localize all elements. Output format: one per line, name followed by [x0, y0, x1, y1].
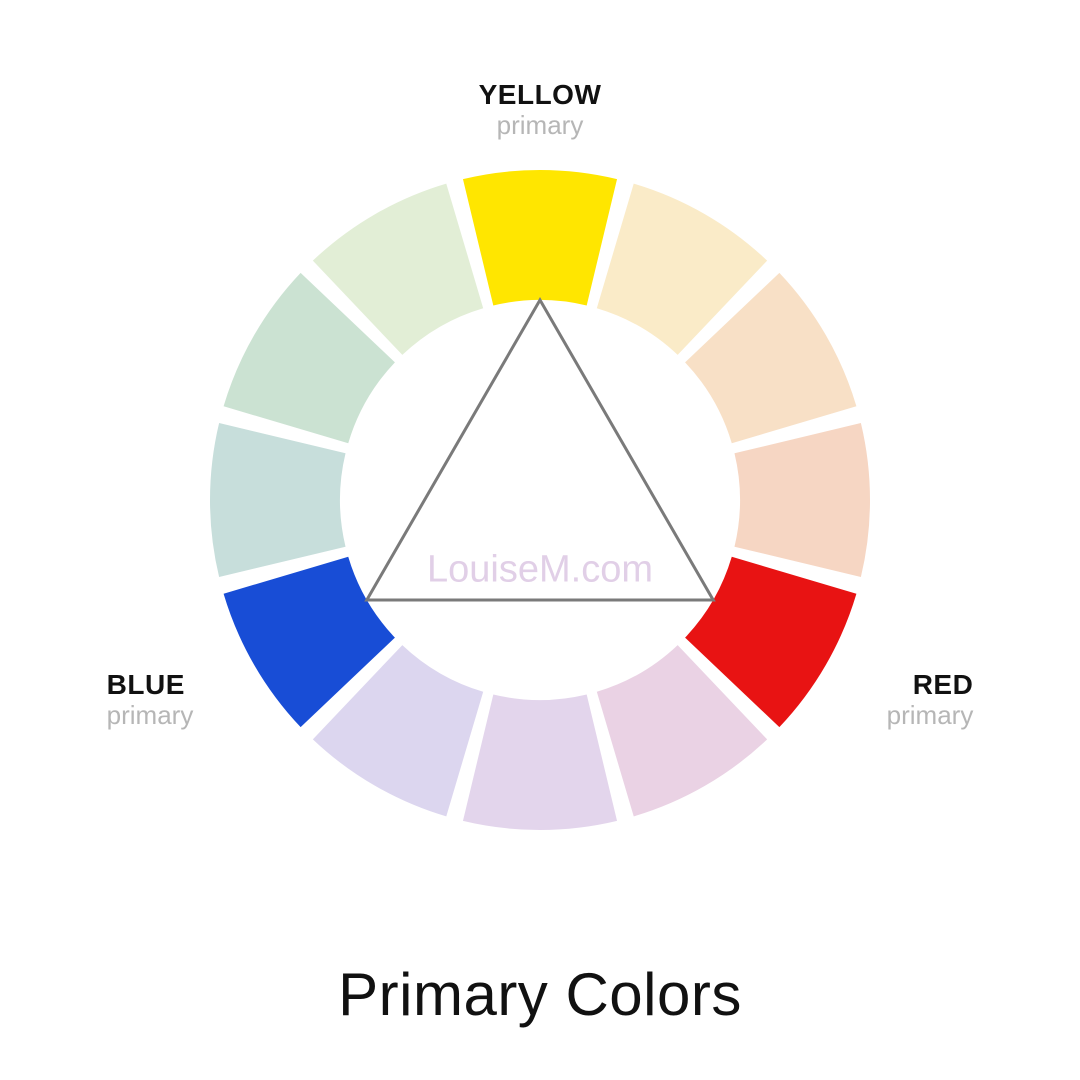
primary-triangle — [367, 300, 713, 600]
diagram-stage: YELLOW primary RED primary BLUE primary … — [0, 0, 1080, 1080]
color-wheel — [0, 0, 1080, 1080]
wheel-segments — [210, 170, 870, 830]
diagram-title: Primary Colors — [338, 960, 742, 1029]
segment-blue-green — [210, 423, 346, 577]
segment-yellow — [463, 170, 617, 306]
segment-violet — [463, 694, 617, 830]
segment-red-orange — [734, 423, 870, 577]
